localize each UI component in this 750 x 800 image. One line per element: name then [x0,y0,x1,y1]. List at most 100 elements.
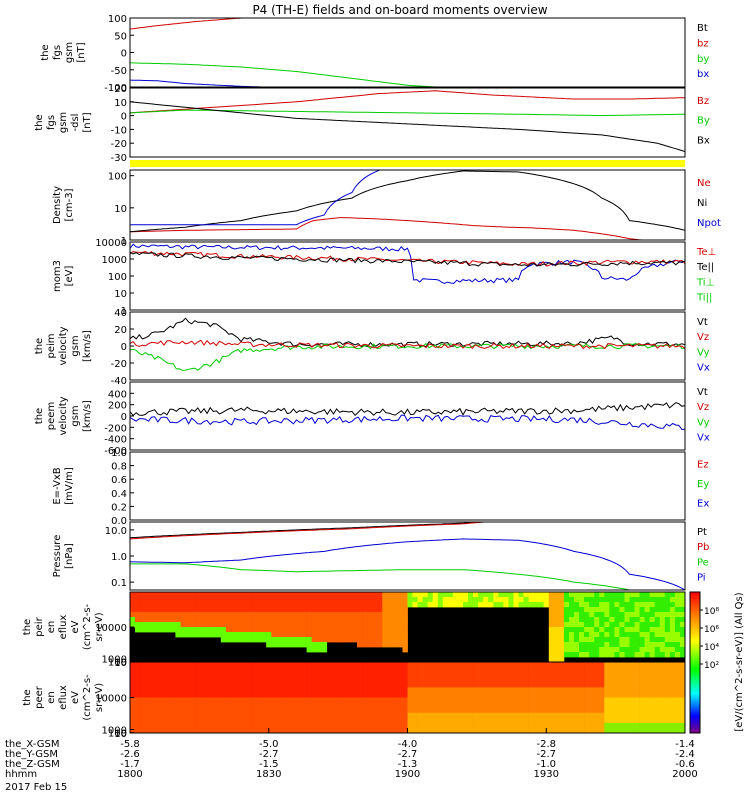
spectrogram-cell [387,667,393,673]
spectrogram-cell [569,677,575,683]
spectrogram-cell [326,687,333,693]
spectrogram-cell [321,627,328,633]
spectrogram-cell [498,682,504,688]
spectrogram-cell [599,677,605,683]
spectrogram-cell [674,592,681,598]
spectrogram-cell [589,672,595,678]
spectrogram-cell [604,627,610,633]
spectrogram-cell [488,702,494,709]
spectrogram-cell [210,677,217,683]
y-tick-label: -20 [111,139,127,150]
spectrogram-cell [604,642,610,648]
spectrogram-cell [382,722,388,729]
spectrogram-cell [281,617,287,623]
y-axis-label: velocity [58,396,69,435]
spectrogram-cell [230,622,237,628]
spectrogram-cell [397,717,403,724]
spectrogram-cell [584,637,590,643]
spectrogram-cell [543,717,550,724]
spectrogram-cell [402,672,408,678]
spectrogram-cell [150,627,156,633]
spectrogram-cell [306,722,312,729]
spectrogram-cell [336,682,343,688]
spectrogram-cell [316,692,323,698]
spectrogram-cell [326,672,333,678]
spectrogram-cell [251,612,257,618]
spectrogram-cell [306,597,312,603]
spectrogram-cell [609,607,615,613]
spectrogram-cell [478,667,484,673]
spectrogram-cell [387,717,393,724]
spectrogram-cell [261,597,267,603]
colorbar-tick-label: 10⁴ [704,643,719,653]
spectrogram-cell [553,692,560,698]
spectrogram-cell [347,612,353,618]
spectrogram-cell [528,697,534,703]
spectrogram-cell [150,622,156,628]
spectrogram-cell [377,692,383,698]
spectrogram-cell [473,722,479,729]
spectrogram-cell [392,707,398,714]
spectrogram-cell [341,697,348,703]
spectrogram-cell [347,622,353,628]
spectrogram-cell [437,662,444,668]
spectrogram-cell [225,697,232,703]
spectrogram-cell [150,597,156,603]
spectrogram-cell [599,667,605,673]
colorbar-tick-label: 10⁶ [704,625,719,635]
spectrogram-cell [589,642,595,648]
spectrogram-cell [311,662,317,668]
spectrogram-cell [442,602,449,608]
spectrogram-cell [236,702,242,709]
spectrogram-cell [326,717,333,724]
spectrogram-cell [392,682,398,688]
spectrogram-cell [629,707,635,714]
spectrogram-cell [251,607,257,613]
spectrogram-cell [271,667,277,673]
spectrogram-cell [669,687,676,693]
spectrogram-cell [397,727,403,734]
spectrogram-cell [674,597,681,603]
spectrogram-cell [220,702,227,709]
spectrogram-cell [599,592,605,598]
spectrogram-cell [130,622,136,628]
spectrogram-cell [452,602,459,608]
spectrogram-cell [624,637,630,643]
spectrogram-cell [281,672,287,678]
spectrogram-cell [669,612,676,618]
spectrogram-cell [135,617,141,623]
spectrogram-cell [170,592,176,598]
spectrogram-cell [452,697,459,703]
spectrogram-cell [569,612,575,618]
spectrogram-cell [563,642,570,648]
spectrogram-cell [604,727,610,734]
spectrogram-cell [442,597,449,603]
spectrogram-cell [402,712,408,719]
spectrogram-cell [639,607,645,613]
spectrogram-cell [321,607,328,613]
spectrogram-cell [140,687,146,693]
panel-frame [129,87,686,158]
spectrogram-cell [629,667,635,673]
spectrogram-cell [669,627,676,633]
spectrogram-cell [180,627,186,633]
spectrogram-cell [402,662,408,668]
spectrogram-cell [432,687,439,693]
spectrogram-cell [241,627,247,633]
spectrogram-cell [387,642,393,648]
spectrogram-cell [301,627,307,633]
spectrogram-cell [230,687,237,693]
spectrogram-cell [619,692,625,698]
spectrogram-cell [357,727,363,734]
spectrogram-cell [220,667,227,673]
y-axis-label: peem [46,402,57,430]
spectrogram-cell [614,717,620,724]
spectrogram-cell [458,597,464,603]
spectrogram-cell [336,637,343,643]
spectrogram-cell [195,612,201,618]
spectrogram-cell [569,622,575,628]
spectrogram-cell [437,707,444,714]
spectrogram-cell [569,672,575,678]
spectrogram-cell [589,667,595,673]
